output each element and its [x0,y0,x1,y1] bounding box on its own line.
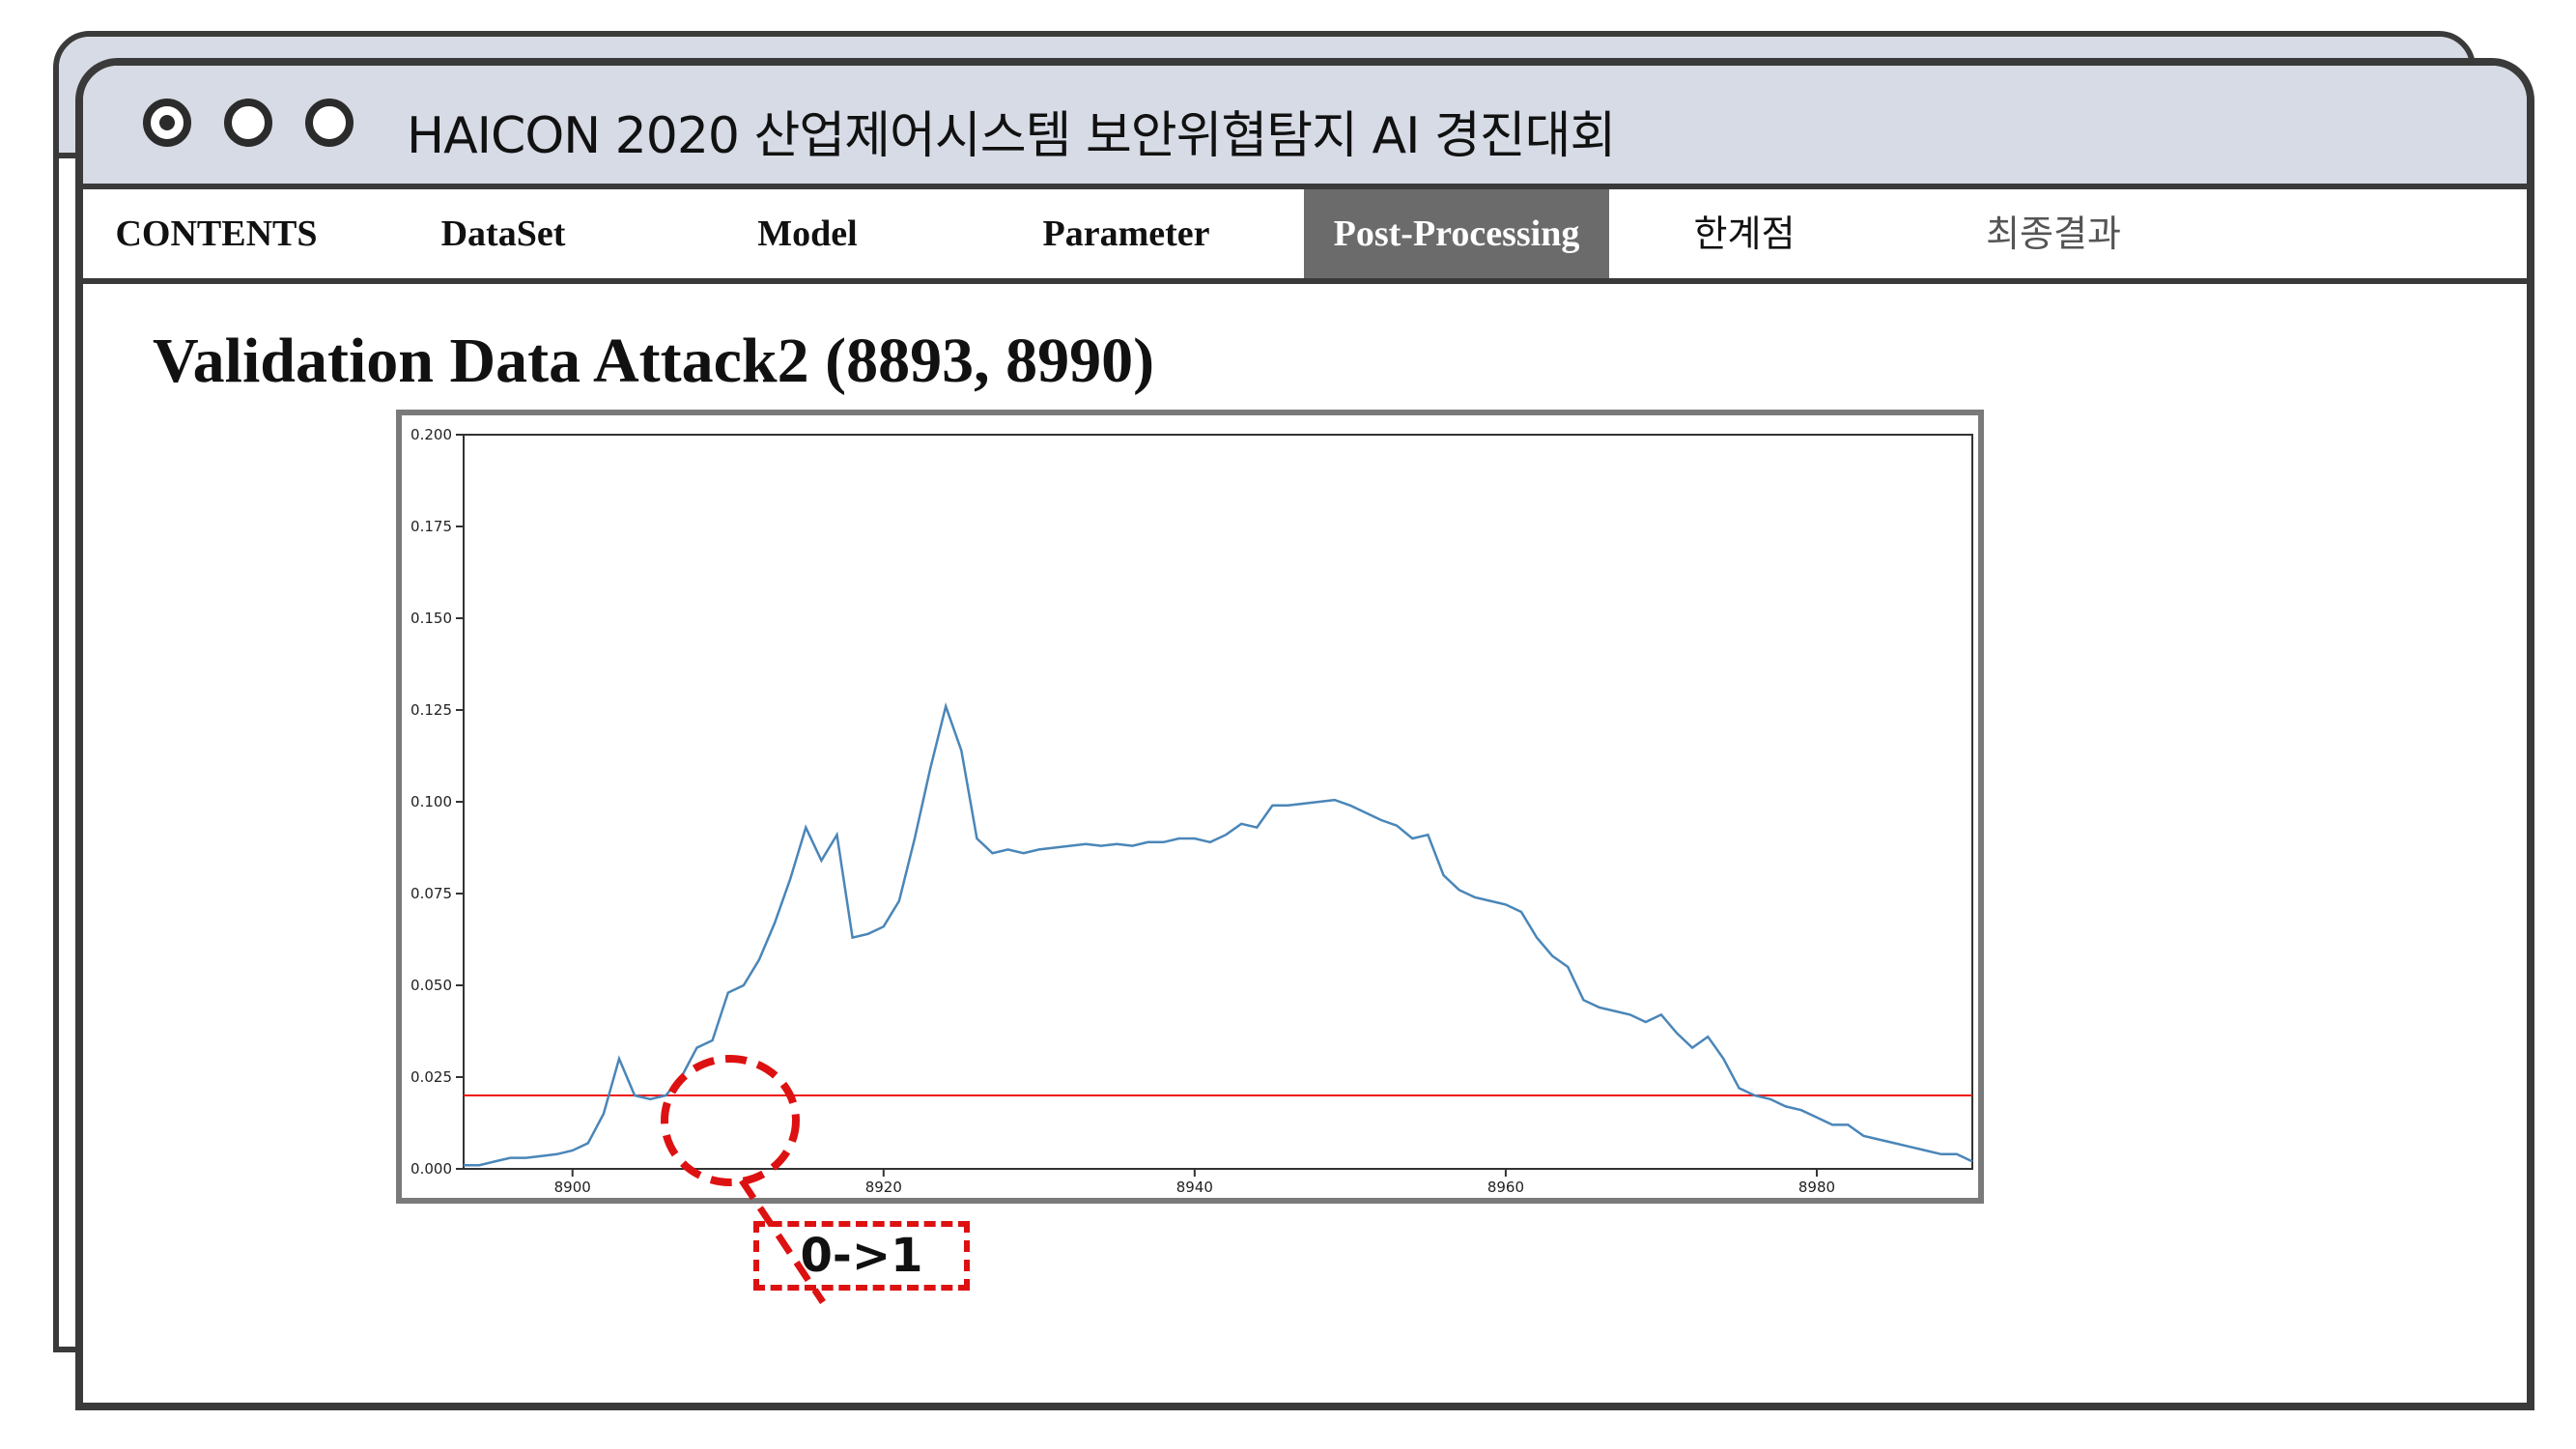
annotation-label: 0->1 [753,1221,970,1291]
x-tick-label: 8940 [1176,1179,1213,1196]
series-line [464,701,1973,1167]
window-button-circle-icon[interactable] [224,99,272,147]
y-tick-label: 0.075 [410,885,452,902]
y-axis: 0.000 0.025 0.050 0.075 0.100 0.125 0.150 0.175… [410,426,464,1178]
line-chart: 0.000 0.025 0.050 0.075 0.100 0.125 0.150 0.175… [410,426,1973,1196]
title-bar: HAICON 2020 산업제어시스템 보안위협탐지 AI 경진대회 [83,66,2527,189]
annotation-arrow [739,1179,826,1304]
y-tick-label: 0.050 [410,977,452,994]
window-button-record-icon[interactable] [143,99,191,147]
tab-limitations[interactable]: 한계점 [1693,213,1796,255]
y-tick-label: 0.000 [410,1160,452,1178]
tab-model[interactable]: Model [757,213,858,254]
y-tick-label: 0.150 [410,610,452,627]
window-button-circle-icon[interactable] [305,99,354,147]
x-tick-label: 8980 [1798,1179,1835,1196]
y-tick-label: 0.200 [410,426,452,443]
x-tick-label: 8900 [554,1179,591,1196]
tab-parameter[interactable]: Parameter [1042,213,1210,254]
y-tick-label: 0.125 [410,701,452,719]
y-tick-label: 0.175 [410,518,452,535]
highlight-circle [661,1055,800,1186]
tab-dataset[interactable]: DataSet [440,213,566,254]
nav-bar: CONTENTS DataSet Model Parameter Post-Pr… [83,189,2527,284]
tab-contents[interactable]: CONTENTS [115,213,318,254]
y-tick-label: 0.025 [410,1068,452,1086]
tab-final-results[interactable]: 최종결과 [1986,213,2121,255]
page-title: Validation Data Attack2 (8893, 8990) [153,326,1155,396]
chart-frame: 0.000 0.025 0.050 0.075 0.100 0.125 0.150 0.175… [396,410,1984,1204]
x-tick-label: 8920 [865,1179,902,1196]
window-title: HAICON 2020 산업제어시스템 보안위협탐지 AI 경진대회 [407,107,1616,165]
tab-post-processing[interactable]: Post-Processing [1304,189,1609,278]
x-tick-label: 8960 [1487,1179,1524,1196]
y-tick-label: 0.100 [410,793,452,810]
x-axis: 8900 8920 8940 8960 8980 [554,1169,1835,1196]
